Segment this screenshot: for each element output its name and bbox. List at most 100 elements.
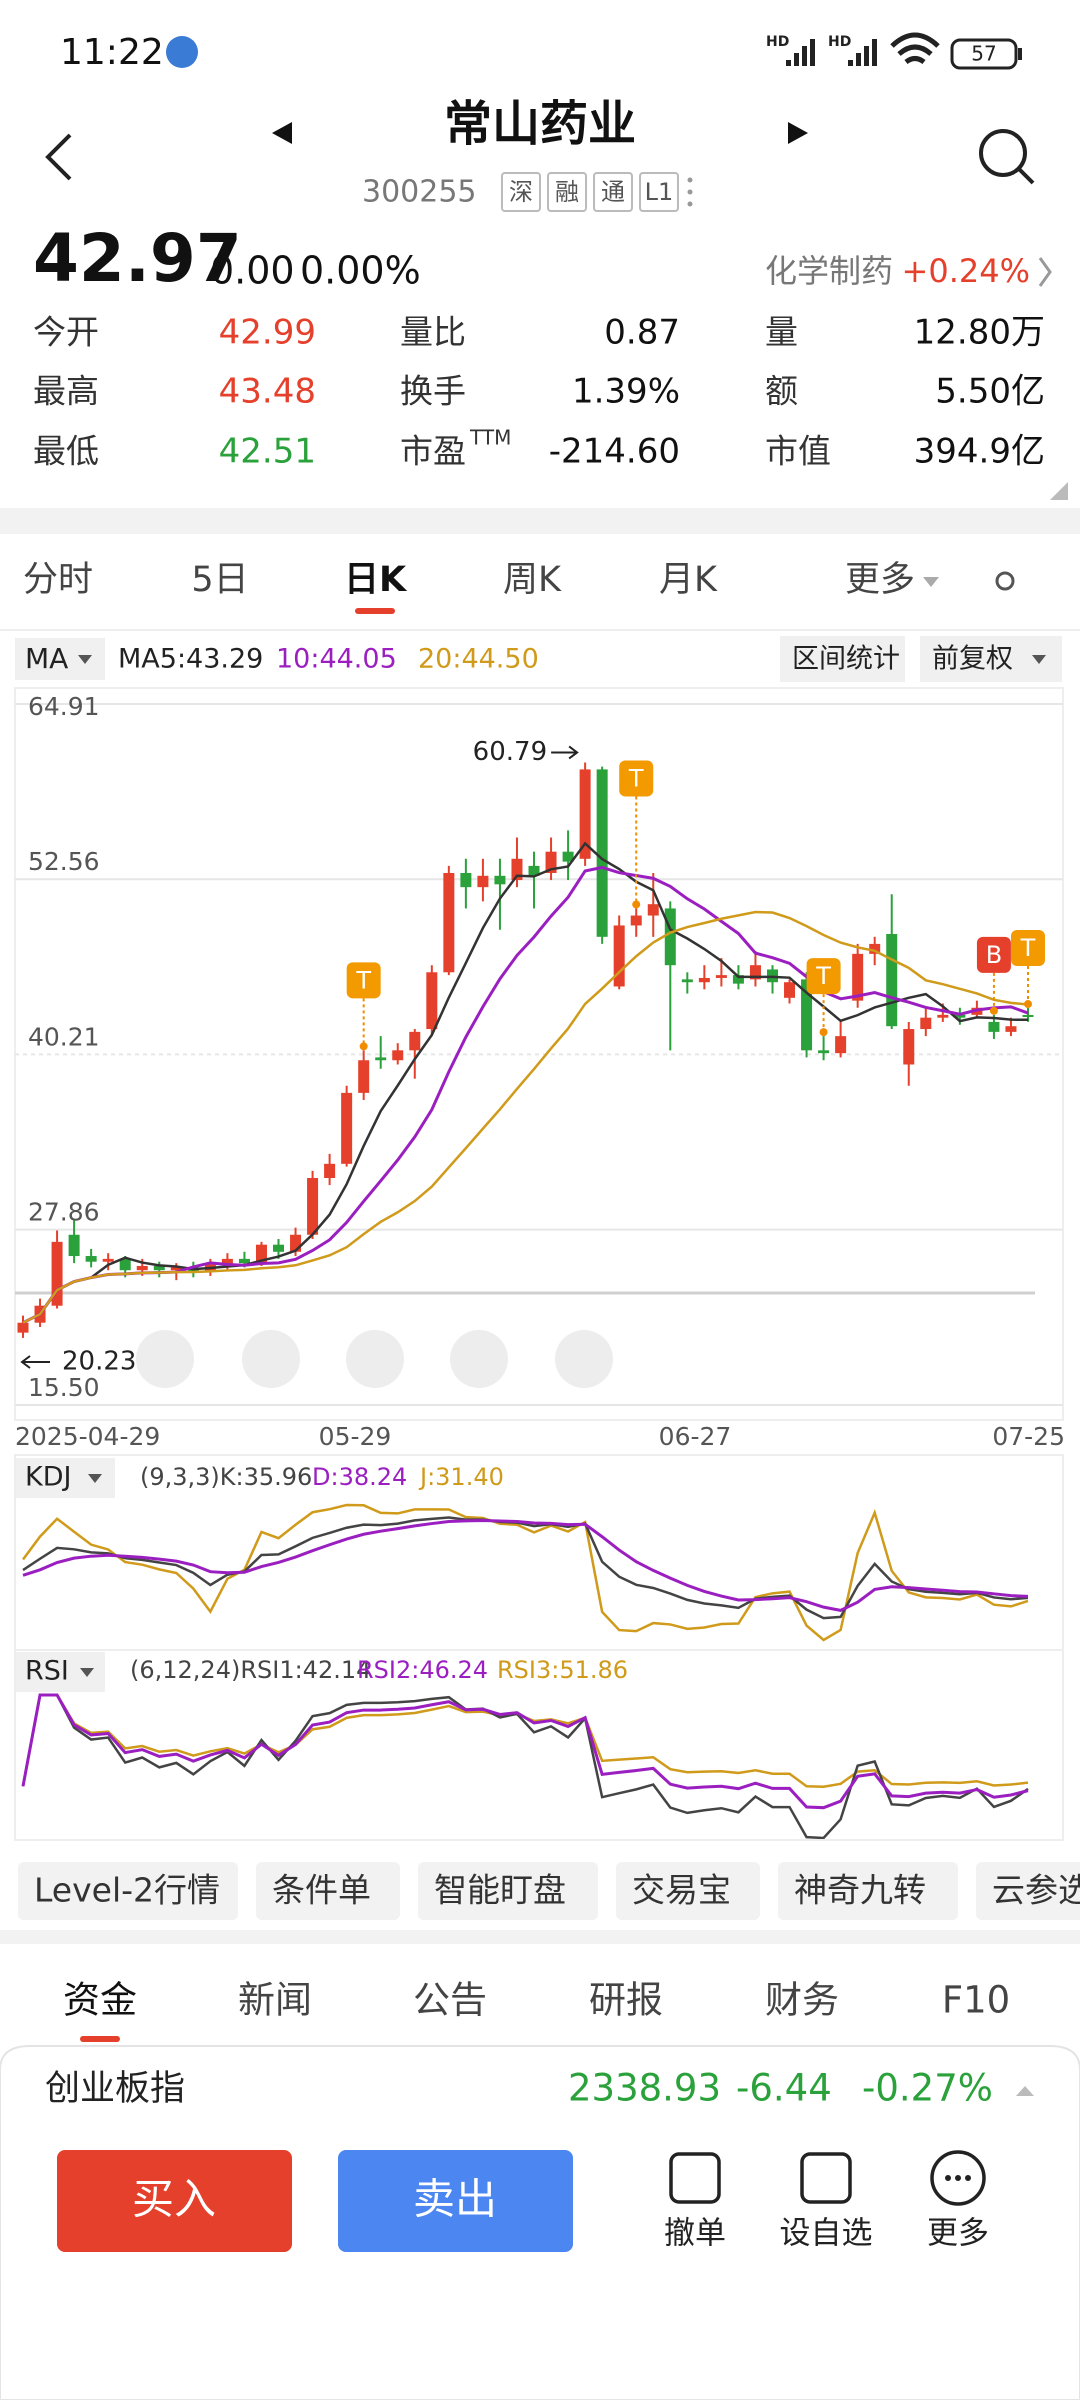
kdj-d: D:38.24 bbox=[312, 1463, 407, 1491]
stock-title: 常山药业 bbox=[444, 96, 636, 152]
zoom-control[interactable] bbox=[136, 1330, 194, 1388]
rsi-2: RSI2:46.24 bbox=[357, 1656, 488, 1684]
zoom-control[interactable] bbox=[346, 1330, 404, 1388]
next-stock[interactable] bbox=[788, 122, 808, 144]
period-tab[interactable]: 日K bbox=[344, 560, 408, 600]
stat-label: 量 bbox=[765, 313, 798, 352]
candle-body bbox=[715, 975, 727, 978]
stat-value: 394.9亿 bbox=[914, 432, 1045, 472]
tool-chip-label: 云参选 bbox=[992, 1871, 1080, 1910]
tool-chip-label: 交易宝 bbox=[632, 1871, 731, 1910]
marker-dot bbox=[359, 1042, 368, 1051]
period-tab[interactable]: 周K bbox=[503, 560, 562, 600]
action-label: 设自选 bbox=[780, 2216, 873, 2252]
sector-arrow[interactable] bbox=[1038, 257, 1052, 287]
info-tab[interactable]: 研报 bbox=[589, 1979, 663, 2022]
stat-value: 43.48 bbox=[219, 372, 316, 412]
candle-body bbox=[460, 872, 472, 888]
x-tick-label: 06-27 bbox=[659, 1422, 732, 1451]
candle-body bbox=[153, 1265, 165, 1271]
candle-body bbox=[596, 769, 608, 937]
tool-chip[interactable] bbox=[778, 1862, 958, 1920]
trade-marker-label: T bbox=[1020, 934, 1036, 962]
tool-chip-label: Level-2行情 bbox=[34, 1871, 220, 1910]
indicator-frame bbox=[14, 1454, 1064, 1841]
zoom-control[interactable] bbox=[555, 1330, 613, 1388]
expand-arrow bbox=[1016, 2086, 1034, 2096]
marker-dot bbox=[819, 1028, 828, 1037]
zoom-control[interactable] bbox=[242, 1330, 300, 1388]
candle-body bbox=[869, 943, 881, 954]
rsi1-line bbox=[21, 1693, 1029, 1840]
sector-name: 化学制药 bbox=[765, 252, 893, 290]
zoom-control[interactable] bbox=[450, 1330, 508, 1388]
more-dots bbox=[687, 177, 693, 183]
candle-body bbox=[443, 872, 455, 973]
dropdown-arrow bbox=[923, 577, 939, 587]
ma-selector[interactable] bbox=[15, 638, 105, 680]
period-tab[interactable]: 分时 bbox=[23, 560, 93, 600]
period-tab[interactable]: 月K bbox=[659, 560, 718, 600]
info-tab[interactable]: F10 bbox=[942, 1979, 1010, 2022]
info-tab[interactable]: 财务 bbox=[765, 1979, 839, 2022]
tool-chip[interactable] bbox=[616, 1862, 760, 1920]
rsi-1: (6,12,24)RSI1:42.14 bbox=[130, 1656, 371, 1684]
candle-body bbox=[818, 1050, 830, 1054]
candle-body bbox=[494, 875, 506, 885]
active-tab-indicator bbox=[80, 2036, 120, 2042]
candle-body bbox=[698, 977, 710, 983]
search-button[interactable] bbox=[979, 129, 1035, 185]
indicator-name: RSI bbox=[25, 1656, 69, 1687]
app-icon bbox=[166, 36, 198, 68]
action-icon[interactable] bbox=[800, 2152, 852, 2204]
prev-stock[interactable] bbox=[272, 122, 292, 144]
info-tab[interactable]: 新闻 bbox=[238, 1979, 312, 2022]
tool-chip[interactable] bbox=[18, 1862, 238, 1920]
tool-chip[interactable] bbox=[976, 1862, 1080, 1920]
chart-button[interactable] bbox=[780, 636, 905, 682]
tool-chip[interactable] bbox=[418, 1862, 598, 1920]
wifi-icon bbox=[890, 32, 940, 65]
expand-corner bbox=[1050, 482, 1068, 500]
buy-button[interactable] bbox=[57, 2150, 292, 2252]
tool-chip[interactable] bbox=[256, 1862, 400, 1920]
sell-button[interactable] bbox=[338, 2150, 573, 2252]
y-tick-label: 27.86 bbox=[28, 1198, 100, 1227]
stat-value: 42.51 bbox=[219, 432, 316, 472]
rsi2-line bbox=[21, 1693, 1029, 1810]
candle-body bbox=[801, 979, 813, 1051]
candle-body bbox=[647, 904, 659, 916]
action-icon[interactable] bbox=[930, 2150, 986, 2206]
candle-body bbox=[102, 1258, 114, 1262]
ma-label: MA bbox=[25, 642, 68, 675]
stat-label: 量比 bbox=[400, 313, 466, 352]
period-tab[interactable]: 5日 bbox=[191, 560, 248, 600]
candle-body bbox=[511, 858, 523, 881]
active-tab-indicator bbox=[355, 608, 395, 614]
stat-value: 12.80万 bbox=[914, 313, 1045, 353]
period-tab[interactable]: 更多 bbox=[845, 560, 915, 600]
back-button[interactable] bbox=[45, 133, 72, 181]
separator bbox=[0, 508, 1080, 534]
settings-button[interactable] bbox=[995, 571, 1080, 950]
x-tick-label: 07-25 bbox=[992, 1422, 1065, 1451]
trade-marker bbox=[976, 936, 1011, 973]
candle-body bbox=[238, 1258, 250, 1264]
info-tab[interactable]: 公告 bbox=[413, 1979, 487, 2022]
candle-body bbox=[426, 972, 438, 1030]
candle-body bbox=[324, 1163, 336, 1179]
info-tab[interactable]: 资金 bbox=[63, 1979, 137, 2022]
more-dots bbox=[687, 201, 693, 207]
kdj-j: J:31.40 bbox=[418, 1463, 504, 1491]
more-dots bbox=[955, 2175, 961, 2181]
stat-label: 额 bbox=[765, 372, 798, 411]
candle-body bbox=[358, 1060, 370, 1093]
candle-body bbox=[1022, 1014, 1034, 1017]
action-icon[interactable] bbox=[669, 2152, 721, 2204]
ma-value: 10:44.05 bbox=[276, 644, 397, 675]
marker-dot bbox=[1024, 1000, 1032, 1009]
trade-marker bbox=[1011, 930, 1045, 967]
candle-body bbox=[255, 1244, 267, 1264]
signal-bar bbox=[786, 60, 791, 66]
network-label: HD bbox=[766, 34, 789, 50]
